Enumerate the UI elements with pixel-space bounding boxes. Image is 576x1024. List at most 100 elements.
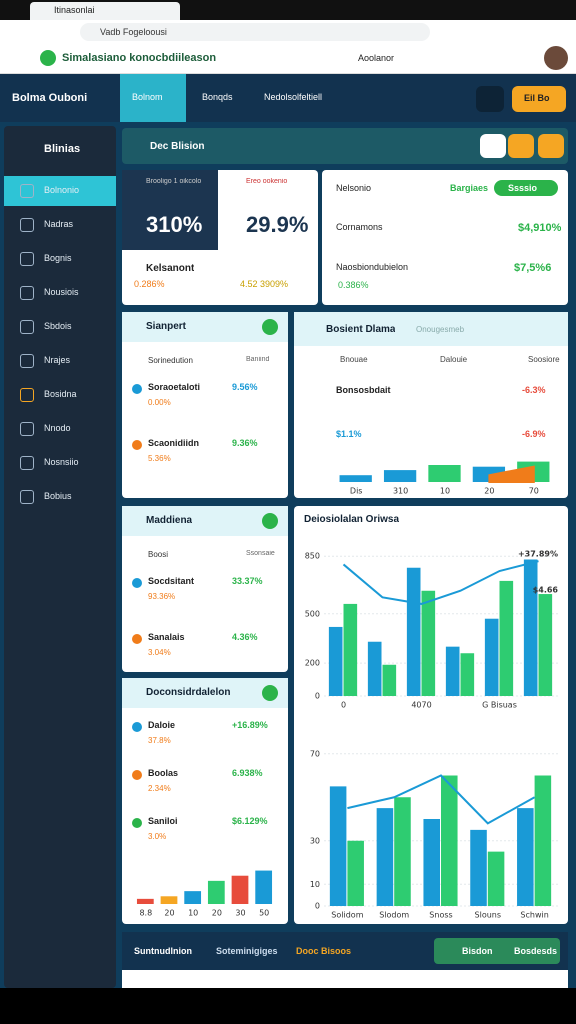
list-sub: 93.36% (148, 592, 176, 601)
sidebar-item[interactable]: Nadras (4, 210, 116, 240)
nav-item-label: Bonqds (202, 92, 233, 102)
y-tick-label: 30 (310, 836, 320, 845)
nav-item-label: Bolnom (132, 92, 163, 102)
x-tick-label: Schwin (520, 911, 548, 920)
search-button[interactable] (476, 86, 504, 112)
bar (534, 775, 552, 906)
bar (421, 590, 436, 696)
x-tick-label: Snoss (429, 911, 452, 920)
header-button[interactable] (480, 134, 506, 158)
card-action[interactable] (262, 513, 278, 529)
sidebar-icon (20, 456, 34, 470)
sidebar-icon (20, 252, 34, 266)
sidebar-item[interactable]: Nrajes (4, 346, 116, 376)
sidebar-item[interactable]: Bognis (4, 244, 116, 274)
footer-item[interactable]: Soteminigiges (216, 946, 278, 956)
annotation: $4.66 (533, 586, 559, 595)
header-button[interactable] (538, 134, 564, 158)
area (488, 465, 535, 483)
sidebar-icon (20, 286, 34, 300)
chart: Dis 310 10 20 70 (339, 461, 550, 496)
y-tick-label: 0 (315, 902, 320, 911)
list-name: Saniloi (148, 816, 178, 826)
sidebar-item[interactable]: Bosidna (4, 380, 116, 410)
list-header-label: Sorinedution (148, 356, 193, 365)
card-action[interactable] (262, 685, 278, 701)
stat-value: 29.9% (246, 212, 309, 237)
list-name: Socdsitant (148, 576, 195, 586)
bar (423, 819, 440, 906)
stats-dark (122, 170, 218, 250)
sidebar-item[interactable]: Nosnsiio (4, 448, 116, 478)
stat-sub-extra: 4.52 3909% (240, 279, 289, 289)
sidebar-item[interactable]: Bobius (4, 482, 116, 512)
y-tick-label: 70 (310, 749, 320, 758)
list-sub: 5.36% (148, 454, 171, 463)
bar (499, 580, 514, 696)
sidebar-icon (20, 388, 34, 402)
x-tick-label: 20 (164, 909, 174, 918)
brand: Bolma Ouboni (12, 92, 88, 104)
list-value: $6.129% (232, 816, 268, 826)
header-button[interactable] (508, 134, 534, 158)
nav-button[interactable]: Eil Bo (512, 86, 566, 112)
sidebar (4, 126, 116, 988)
x-tick-label: 20 (484, 487, 494, 496)
bar (382, 664, 397, 696)
sidebar-label: Bobius (44, 491, 72, 501)
bar (383, 470, 417, 482)
summary-note: 0.386% (338, 280, 369, 290)
y-tick-label: 200 (305, 659, 320, 668)
y-tick-label: 850 (305, 552, 320, 561)
footer-item[interactable]: Suntnudlnion (134, 946, 192, 956)
list-name: Daloie (148, 720, 176, 730)
summary-cell: $4,910% (518, 222, 562, 234)
sidebar-icon (20, 320, 34, 334)
sidebar-icon (20, 354, 34, 368)
user-name[interactable]: Aoolanor (358, 53, 395, 63)
sidebar-title: Blinias (44, 143, 81, 155)
site-header (0, 44, 576, 74)
summary-cell: Cornamons (336, 222, 383, 232)
card-action[interactable] (262, 319, 278, 335)
nav-item-label: Nedolsolfeltiell (264, 92, 323, 102)
nav-item[interactable]: Bonqds (190, 74, 256, 122)
sidebar-icon (20, 490, 34, 504)
list-value: 9.36% (232, 438, 258, 448)
x-tick-label: 50 (259, 909, 269, 918)
sidebar-icon (20, 218, 34, 232)
nav-item[interactable]: Nedolsolfeltiell (252, 74, 342, 122)
url-field[interactable]: Vadb Fogeloousi (80, 23, 430, 41)
avatar[interactable] (544, 46, 568, 70)
x-tick-label: 4070 (411, 701, 431, 710)
list-header-label: Baniind (246, 356, 270, 363)
footer-item[interactable]: Dooc Bisoos (296, 946, 352, 956)
nav-item[interactable]: Bolnom (120, 74, 186, 122)
sidebar-item[interactable]: Bolnonio (4, 176, 116, 206)
list-sub: 3.04% (148, 648, 171, 657)
browser-tab[interactable]: Itinasonlai (30, 2, 180, 20)
summary-badge (494, 180, 558, 196)
sidebar-item[interactable]: Nnodo (4, 414, 116, 444)
bar (428, 465, 461, 482)
bar (445, 646, 460, 696)
sidebar-item[interactable]: Nousiois (4, 278, 116, 308)
footer-button[interactable]: Bisdon Bosdesds (434, 938, 560, 964)
bar (394, 797, 411, 906)
x-tick-label: 30 (235, 909, 245, 918)
list-sub: 0.00% (148, 398, 171, 407)
bar (160, 896, 178, 904)
sidebar-label: Nadras (44, 219, 74, 229)
x-tick-label: G Bisuas (482, 701, 517, 710)
footer-page (122, 970, 568, 988)
panel-sub: Onougesmeb (416, 325, 465, 334)
list-value: 9.56% (232, 382, 258, 392)
sidebar-item[interactable]: Sbdois (4, 312, 116, 342)
bar (207, 880, 225, 904)
bar (517, 808, 534, 906)
card-title: Sianpert (146, 321, 187, 332)
annotation: +37.89% (518, 550, 558, 559)
list-icon (132, 818, 142, 828)
bar (470, 829, 487, 906)
